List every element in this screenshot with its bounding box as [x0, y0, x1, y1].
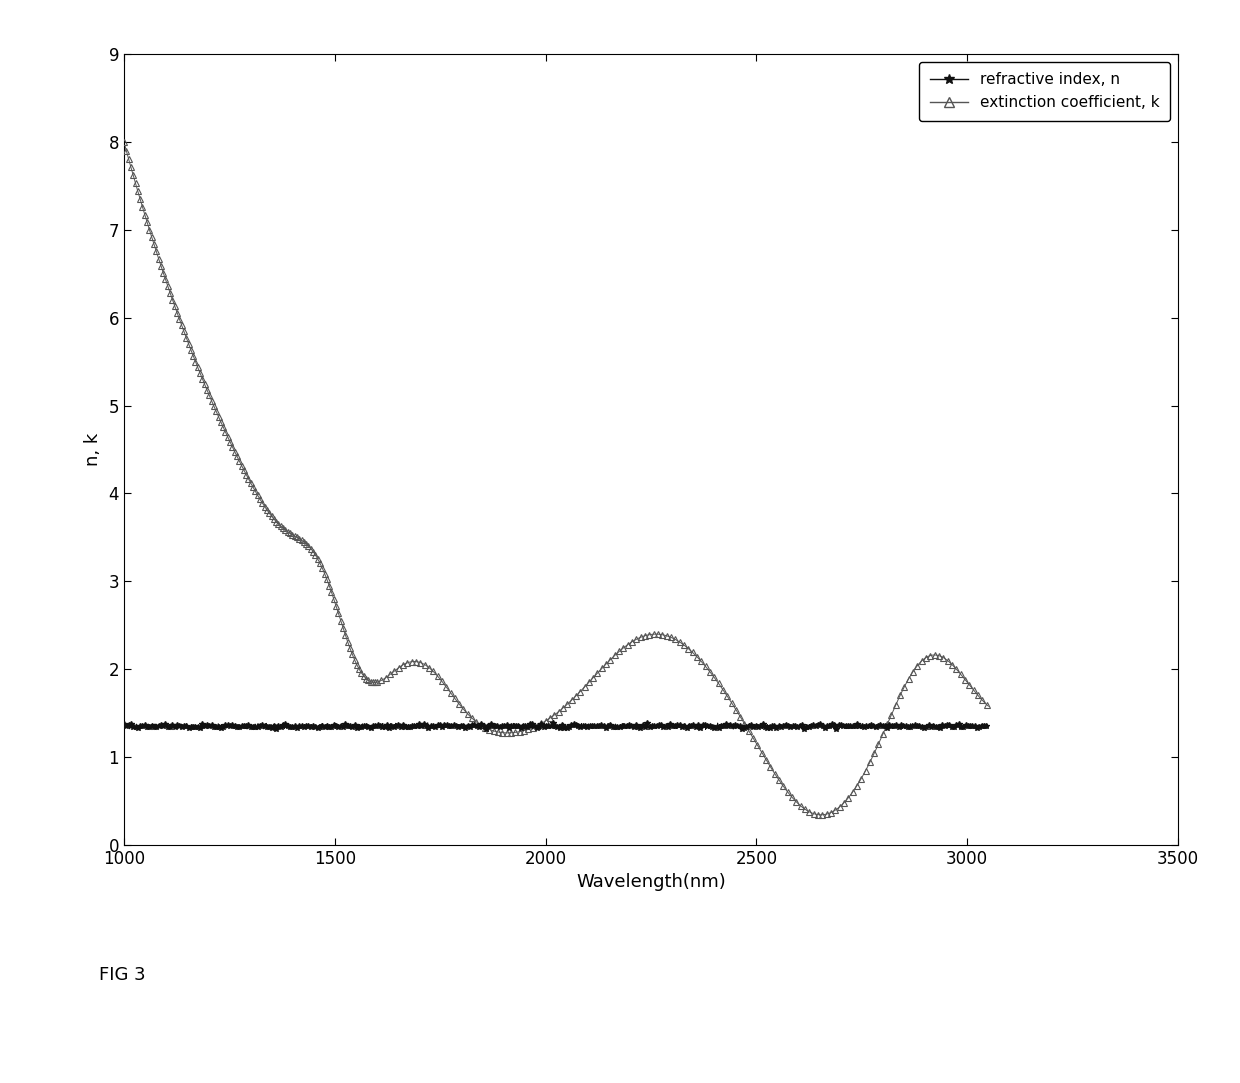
- X-axis label: Wavelength(nm): Wavelength(nm): [577, 873, 725, 891]
- Y-axis label: n, k: n, k: [83, 433, 102, 466]
- Text: FIG 3: FIG 3: [99, 966, 146, 983]
- Legend: refractive index, n, extinction coefficient, k: refractive index, n, extinction coeffici…: [919, 62, 1171, 121]
